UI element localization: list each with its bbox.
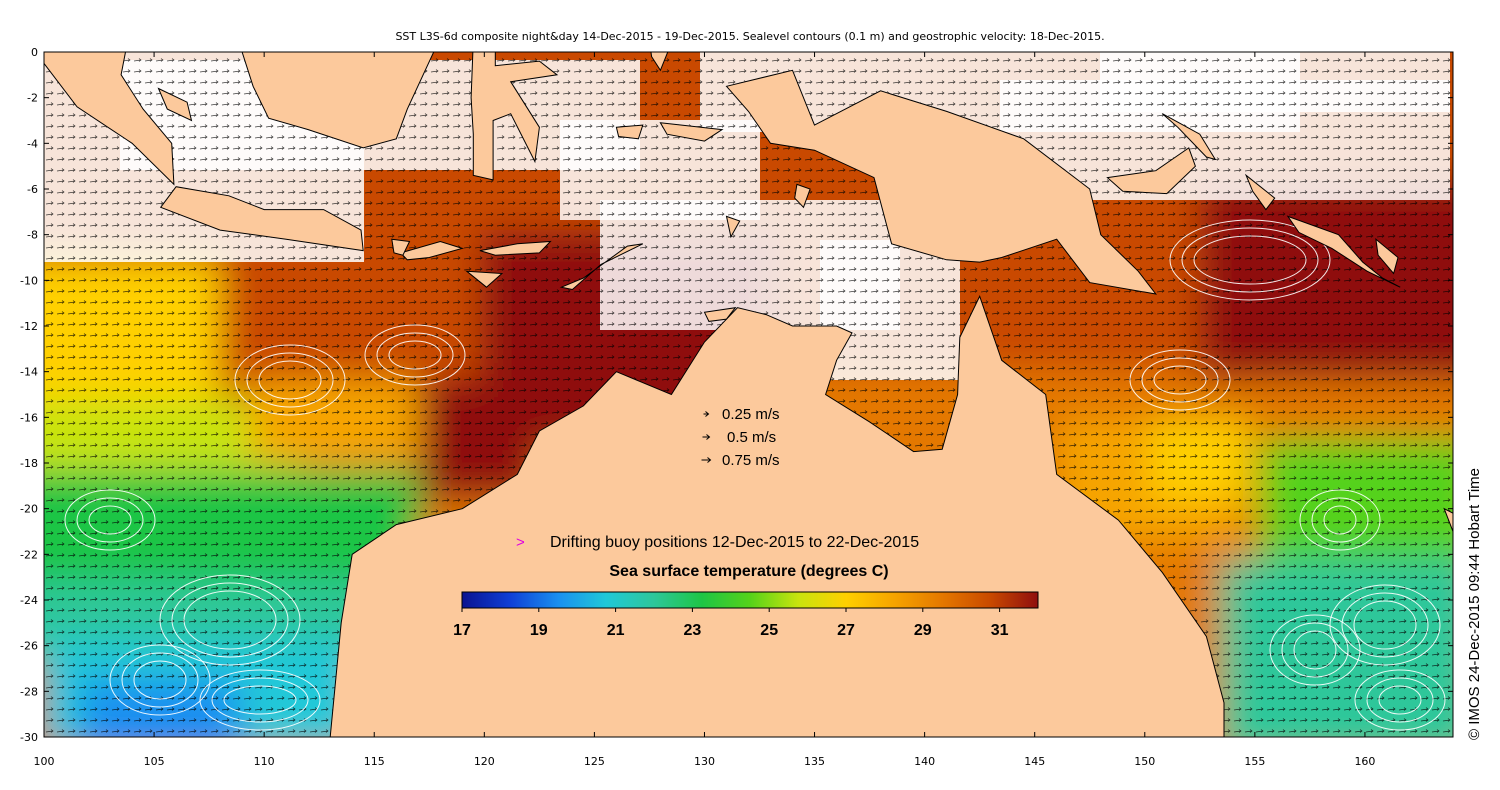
landmass-sumatra (44, 52, 175, 186)
y-tick-label: -20 (20, 503, 38, 516)
velocity-legend-label: 0.25 m/s (722, 406, 780, 423)
landmass-tanimbar (725, 215, 741, 239)
velocity-arrow-icon (703, 411, 710, 417)
latitude-axis: 0 -2 -4 -6 -8 -10 -12 -14 -16 -18 -20 -22 -24 -26 -28 -… (20, 46, 1453, 744)
x-tick-label: 115 (364, 755, 385, 768)
landmass-java (159, 186, 364, 252)
landmass-malaita (1375, 237, 1399, 275)
landmass-sumbawa (399, 240, 465, 261)
y-tick-label: -18 (20, 457, 38, 470)
velocity-legend-label: 0.5 m/s (727, 429, 776, 446)
landmass-timor (559, 243, 644, 291)
velocity-legend-label: 0.75 m/s (722, 452, 780, 469)
y-tick-label: -26 (20, 640, 38, 653)
landmass-melville (703, 307, 737, 322)
sealevel-contours (64, 219, 1446, 731)
credit-text: © IMOS 24-Dec-2015 09:44 Hobart Time (1466, 467, 1483, 740)
y-tick-label: -6 (27, 183, 38, 196)
landmass-new-ireland (1162, 113, 1217, 161)
landmass-bougainville (1244, 173, 1276, 211)
y-tick-label: -14 (20, 366, 38, 379)
colorbar-tick-label: 25 (760, 622, 778, 639)
y-tick-label: -2 (27, 92, 38, 105)
y-tick-label: -30 (20, 731, 38, 744)
velocity-arrow-icon (702, 434, 711, 440)
buoy-marker-icon: > (516, 534, 525, 551)
landmass-new-caledonia (1443, 507, 1453, 533)
landmass-halmahera (650, 52, 669, 72)
x-tick-label: 100 (34, 755, 55, 768)
landmass-flores (479, 240, 552, 256)
colorbar-ticks: 17 19 21 23 25 27 29 31 (453, 608, 1009, 639)
y-tick-label: -28 (20, 685, 38, 698)
x-tick-label: 105 (144, 755, 165, 768)
colorbar-tick-label: 17 (453, 622, 471, 639)
landmass-buru (615, 124, 644, 140)
y-tick-label: -4 (27, 137, 38, 150)
x-tick-label: 150 (1134, 755, 1155, 768)
colorbar-tick-label: 19 (530, 622, 548, 639)
velocity-arrow-icon (701, 457, 712, 463)
colorbar-tick-label: 29 (914, 622, 932, 639)
landmass-new-britain (1106, 147, 1196, 195)
x-tick-label: 140 (914, 755, 935, 768)
x-tick-label: 130 (694, 755, 715, 768)
y-tick-label: -16 (20, 411, 38, 424)
y-tick-label: -24 (20, 594, 38, 607)
landmass-new-guinea (725, 69, 1157, 295)
landmass-lombok (391, 238, 411, 256)
colorbar-tick-label: 21 (607, 622, 625, 639)
colorbar-tick-label: 31 (991, 622, 1009, 639)
y-tick-label: 0 (31, 46, 38, 59)
landmass-sumba (465, 270, 504, 288)
x-tick-label: 125 (584, 755, 605, 768)
map-title: SST L3S-6d composite night&day 14-Dec-20… (395, 30, 1105, 43)
plot-frame (43, 51, 1454, 738)
landmass-malaya (117, 22, 139, 40)
landmass-bangka (157, 87, 193, 122)
x-tick-label: 135 (804, 755, 825, 768)
buoy-legend-label: Drifting buoy positions 12-Dec-2015 to 2… (550, 534, 919, 551)
y-tick-label: -10 (20, 274, 38, 287)
y-tick-label: -22 (20, 548, 38, 561)
velocity-legend: 0.25 m/s 0.5 m/s 0.75 m/s (701, 406, 780, 469)
landmass-borneo (241, 52, 435, 149)
colorbar-tick-label: 23 (684, 622, 702, 639)
colorbar-tick-label: 27 (837, 622, 855, 639)
colorbar-title: Sea surface temperature (degrees C) (609, 563, 888, 580)
colorbar-gradient (461, 591, 1039, 609)
x-tick-label: 145 (1024, 755, 1045, 768)
landmass-australia (329, 294, 1225, 737)
landmass-aru (794, 183, 811, 209)
landmass-sulawesi (470, 52, 559, 181)
y-tick-label: -8 (27, 229, 38, 242)
landmass-solomon-islands (1286, 215, 1401, 288)
landmass-seram (659, 122, 724, 142)
buoy-legend: > Drifting buoy positions 12-Dec-2015 to… (516, 534, 919, 551)
x-tick-label: 155 (1244, 755, 1265, 768)
colorbar: Sea surface temperature (degrees C) 17 19… (453, 563, 1039, 639)
y-tick-label: -12 (20, 320, 38, 333)
x-tick-label: 120 (474, 755, 495, 768)
x-tick-label: 110 (254, 755, 275, 768)
x-tick-label: 160 (1354, 755, 1375, 768)
longitude-axis: 100 105 110 115 120 125 130 135 140 145 150 155 160 (34, 52, 1375, 768)
